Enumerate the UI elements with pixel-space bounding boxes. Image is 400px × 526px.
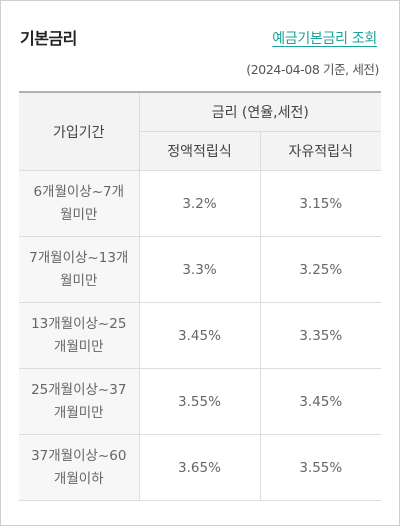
- fixed-rate-cell: 3.3%: [139, 236, 261, 303]
- table-row: 6개월이상~7개월미만 3.2% 3.15%: [19, 170, 382, 237]
- table-header-row: 가입기간 금리 (연율,세전): [19, 91, 382, 171]
- free-rate-cell: 3.25%: [260, 236, 382, 303]
- panel-header: 기본금리 예금기본금리 조회 (2024-04-08 기준, 세전): [1, 1, 399, 81]
- interest-rate-table: 가입기간 금리 (연율,세전) 정액적립식 자유적립식 6개월이상~7개월미만 …: [19, 91, 382, 501]
- free-rate-cell: 3.35%: [260, 302, 382, 369]
- period-cell: 13개월이상~25개월미만: [19, 302, 140, 369]
- period-cell: 25개월이상~37개월미만: [19, 368, 140, 435]
- table-subheader-row: 정액적립식 자유적립식: [19, 131, 382, 171]
- column-header-period: 가입기간: [19, 91, 140, 171]
- fixed-rate-cell: 3.45%: [139, 302, 261, 369]
- free-rate-cell: 3.15%: [260, 170, 382, 237]
- column-header-fixed-installment: 정액적립식: [139, 131, 261, 171]
- period-cell: 6개월이상~7개월미만: [19, 170, 140, 237]
- table-row: 7개월이상~13개월미만 3.3% 3.25%: [19, 236, 382, 303]
- fixed-rate-cell: 3.55%: [139, 368, 261, 435]
- free-rate-cell: 3.55%: [260, 434, 382, 501]
- table-row: 13개월이상~25개월미만 3.45% 3.35%: [19, 302, 382, 369]
- table-row: 37개월이상~60개월이하 3.65% 3.55%: [19, 434, 382, 501]
- fixed-rate-cell: 3.2%: [139, 170, 261, 237]
- period-cell: 7개월이상~13개월미만: [19, 236, 140, 303]
- column-header-free-installment: 자유적립식: [260, 131, 382, 171]
- fixed-rate-cell: 3.65%: [139, 434, 261, 501]
- deposit-rate-lookup-link[interactable]: 예금기본금리 조회: [272, 31, 377, 47]
- basis-date-note: (2024-04-08 기준, 세전): [246, 62, 379, 77]
- period-cell: 37개월이상~60개월이하: [19, 434, 140, 501]
- column-header-rate-group: 금리 (연율,세전): [139, 91, 382, 132]
- page-title: 기본금리: [20, 29, 77, 48]
- table-row: 25개월이상~37개월미만 3.55% 3.45%: [19, 368, 382, 435]
- free-rate-cell: 3.45%: [260, 368, 382, 435]
